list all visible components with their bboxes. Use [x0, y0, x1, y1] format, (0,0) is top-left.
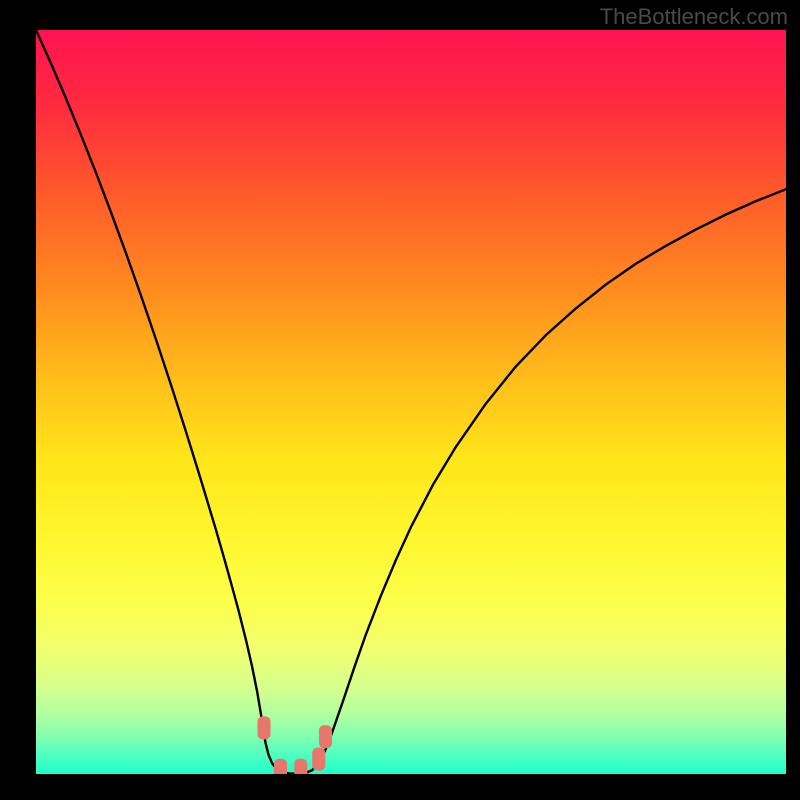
gradient-background: [36, 30, 786, 774]
valley-marker: [274, 759, 287, 774]
plot-area: [36, 30, 786, 774]
valley-marker: [294, 759, 307, 774]
valley-marker: [258, 716, 271, 739]
valley-marker: [312, 748, 325, 771]
chart-svg: [36, 30, 786, 774]
valley-marker: [319, 725, 332, 748]
watermark-text: TheBottleneck.com: [600, 4, 788, 30]
